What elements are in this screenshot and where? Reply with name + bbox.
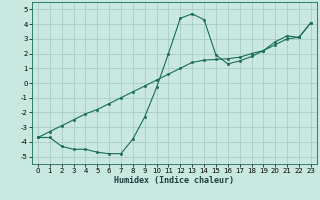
X-axis label: Humidex (Indice chaleur): Humidex (Indice chaleur) [115,176,234,185]
